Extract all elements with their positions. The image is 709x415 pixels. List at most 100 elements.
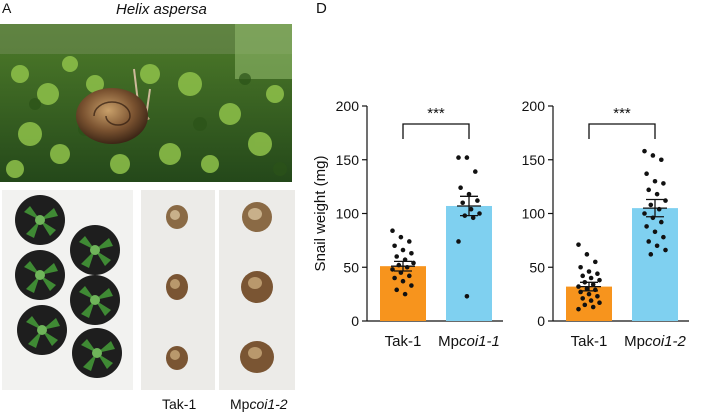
panel-d-label: D xyxy=(316,0,327,17)
data-point xyxy=(588,298,594,303)
data-point xyxy=(597,277,602,283)
data-point xyxy=(595,271,600,277)
y-tick-label: 100 xyxy=(336,206,360,222)
data-point xyxy=(468,206,474,212)
data-point xyxy=(590,304,596,310)
y-axis-label: Snail weight (mg) xyxy=(312,156,329,272)
data-point xyxy=(402,291,408,297)
data-point xyxy=(590,282,596,287)
data-point xyxy=(652,178,658,184)
data-point xyxy=(584,252,590,257)
data-point xyxy=(646,187,651,193)
data-point xyxy=(654,191,660,197)
x-tick-label: Tak-1 xyxy=(571,333,608,350)
data-point xyxy=(595,293,600,299)
bar xyxy=(566,286,612,321)
data-point xyxy=(646,239,651,244)
data-point xyxy=(593,259,598,265)
data-point xyxy=(400,278,406,284)
data-point xyxy=(648,202,654,208)
significance-label: *** xyxy=(427,105,445,122)
data-point xyxy=(462,213,468,218)
data-point xyxy=(652,229,658,235)
data-point xyxy=(578,289,583,295)
snails-mpcoi1-2-photo xyxy=(219,190,295,390)
data-point xyxy=(409,250,414,256)
data-point xyxy=(578,264,583,270)
data-point xyxy=(394,254,399,259)
chart-2: 0 50 100 150 200 Tak-1 Mpcoi1-2 *** xyxy=(522,98,689,350)
y-tick-label: 200 xyxy=(522,98,546,114)
data-point xyxy=(400,247,406,253)
data-point xyxy=(398,270,404,275)
data-point xyxy=(597,300,602,306)
data-point xyxy=(654,243,660,249)
caption-mutant: Mpcoi1-2 xyxy=(230,396,288,412)
data-point xyxy=(409,283,414,288)
x-tick-label: Mpcoi1-2 xyxy=(624,333,686,350)
data-point xyxy=(580,296,585,301)
data-point xyxy=(586,291,592,297)
data-point xyxy=(407,273,412,279)
data-point xyxy=(477,211,482,216)
caption-tak1: Tak-1 xyxy=(162,396,196,412)
data-point xyxy=(392,275,397,281)
caption-mutant-italic: coi1-2 xyxy=(249,396,288,412)
data-point xyxy=(580,273,585,279)
data-point xyxy=(582,302,588,308)
snails-tak1-photo xyxy=(141,190,215,390)
data-point xyxy=(458,185,463,190)
moss-pots-photo xyxy=(2,190,133,390)
data-point xyxy=(663,247,668,253)
bar xyxy=(632,208,678,321)
data-point xyxy=(586,269,592,274)
data-point xyxy=(396,262,402,268)
data-point xyxy=(582,280,588,285)
data-point xyxy=(390,267,395,272)
data-point xyxy=(644,224,649,229)
data-point xyxy=(407,239,412,244)
data-point xyxy=(456,239,461,244)
data-point xyxy=(659,157,664,163)
data-point xyxy=(661,181,666,186)
data-point xyxy=(411,260,416,266)
data-point xyxy=(456,155,461,160)
data-point xyxy=(460,200,465,206)
data-point xyxy=(470,215,476,221)
data-point xyxy=(584,286,590,292)
data-point xyxy=(663,198,668,203)
significance-label: *** xyxy=(613,105,631,122)
data-point xyxy=(650,215,656,221)
data-point xyxy=(475,198,480,203)
y-tick-label: 150 xyxy=(522,152,546,168)
x-tick-label: Tak-1 xyxy=(385,333,422,350)
data-point xyxy=(588,275,594,281)
caption-mutant-prefix: Mp xyxy=(230,396,250,412)
data-point xyxy=(593,287,598,293)
species-title: Helix aspersa xyxy=(116,1,207,18)
data-point xyxy=(648,252,654,257)
data-point xyxy=(576,284,581,289)
y-tick-label: 100 xyxy=(522,206,546,222)
data-point xyxy=(576,242,581,247)
weight-bar-charts: 0 50 100 150 200 Snail weight (mg) Tak-1 Mpcoi1… xyxy=(312,98,689,350)
data-point xyxy=(661,234,666,240)
data-point xyxy=(473,169,478,174)
y-tick-label: 150 xyxy=(336,152,360,168)
y-tick-label: 50 xyxy=(343,259,359,275)
significance-bracket xyxy=(588,123,656,139)
bar xyxy=(446,205,492,321)
data-point xyxy=(404,264,410,270)
data-point xyxy=(466,191,472,197)
data-point xyxy=(402,257,408,263)
y-tick-label: 50 xyxy=(529,259,545,275)
data-point xyxy=(642,211,647,216)
data-point xyxy=(659,219,664,225)
data-point xyxy=(644,171,649,177)
chart-1: 0 50 100 150 200 Snail weight (mg) Tak-1 Mpcoi1… xyxy=(312,98,503,350)
data-point xyxy=(576,306,581,312)
data-point xyxy=(390,228,395,233)
data-point xyxy=(650,153,656,158)
data-point xyxy=(398,234,404,240)
data-point xyxy=(656,206,662,212)
